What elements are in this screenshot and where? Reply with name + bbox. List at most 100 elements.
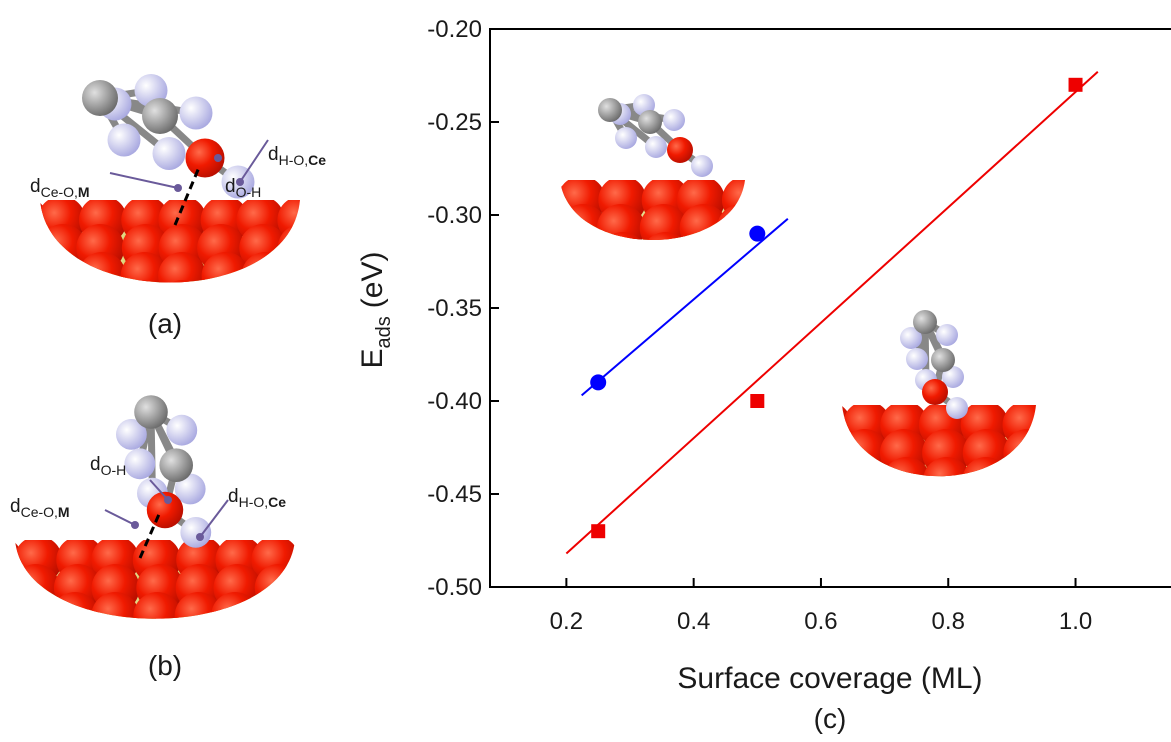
y-tick-label: -0.40: [427, 388, 482, 415]
x-tick-label: 0.6: [804, 608, 837, 635]
atom-ce: [195, 640, 239, 684]
atom-ce: [542, 252, 586, 296]
x-tick-label: 0.4: [677, 608, 710, 635]
atom-ce: [741, 280, 785, 324]
atom-o: [561, 260, 609, 308]
x-tick-label: 0.2: [550, 608, 583, 635]
y-tick-label: -0.50: [427, 574, 482, 601]
atom-o: [40, 252, 86, 283]
atom-ce: [825, 505, 869, 549]
atom-o: [560, 204, 568, 240]
atom-o: [0, 620, 22, 668]
atom-o: [560, 232, 566, 240]
atom-h: [180, 517, 212, 548]
atom-o: [1003, 429, 1036, 477]
y-tick-label: -0.20: [427, 16, 482, 43]
point: [750, 394, 765, 408]
annotation: dH-O,Ce: [228, 486, 286, 510]
atom-o: [214, 620, 262, 668]
atom-ce: [274, 612, 295, 619]
atom-ce: [660, 252, 704, 296]
panel-label: (a): [148, 308, 182, 339]
atom-o: [201, 252, 250, 283]
atom-ce: [1063, 421, 1107, 465]
annotation-sub-bold: M: [58, 504, 70, 520]
atom-o: [842, 429, 850, 477]
atom-h: [152, 137, 186, 170]
atom-h: [174, 473, 206, 505]
annotation: dCe-O,M: [30, 176, 90, 200]
annotation-sub-bold: M: [78, 184, 90, 200]
atom-ce: [301, 300, 345, 344]
atom-h: [900, 327, 922, 349]
annotation-main: d: [225, 176, 236, 197]
atom-ce: [318, 640, 362, 684]
atom-ce: [236, 612, 281, 619]
atom-ce: [1063, 505, 1107, 549]
leader-dot: [131, 521, 139, 529]
atom-ce: [235, 640, 279, 684]
atom-h: [115, 419, 147, 450]
atom-o: [40, 200, 48, 244]
atom-ce: [22, 300, 66, 344]
atom-o: [721, 180, 745, 224]
atom-o: [521, 260, 569, 308]
atom-ce: [1024, 505, 1068, 549]
atom-ce: [944, 505, 988, 549]
atom-o: [560, 180, 566, 224]
annotation-sub: O-H: [101, 462, 127, 478]
plot: -0.50 -0.45 -0.40 -0.35 -0.30 -0.25 -0.20 0.2 0.…: [356, 16, 1171, 734]
annotation-main: d: [268, 144, 279, 165]
leader-dot: [174, 184, 182, 192]
atom-ce: [317, 612, 361, 656]
distance: [138, 511, 162, 559]
atom-c: [913, 310, 937, 334]
atom-ce: [902, 505, 946, 549]
atom-c: [638, 110, 662, 134]
atom-o: [881, 485, 929, 533]
annotation-main: d: [90, 454, 101, 475]
atom-o: [237, 280, 286, 283]
point: [590, 374, 607, 391]
annotation-main: d: [228, 486, 239, 507]
atom-ce: [543, 280, 587, 324]
atom-ce: [864, 477, 908, 521]
atom-o: [678, 260, 726, 308]
annotation: dO-H: [90, 454, 126, 478]
atom-ce: [259, 272, 300, 283]
atom-o: [679, 204, 728, 240]
atom-o: [678, 232, 727, 240]
atom-o: [801, 485, 849, 533]
surface: [521, 180, 785, 324]
atom-o: [277, 224, 300, 272]
atom-h: [946, 397, 968, 419]
atom-ce: [40, 272, 64, 283]
atom-o: [963, 485, 1011, 533]
annotation-sub-bold: Ce: [268, 494, 286, 510]
atom-ce: [315, 556, 359, 600]
atom-ce: [982, 505, 1026, 549]
atom-o: [1043, 401, 1091, 449]
annotation-sub: H-O,: [239, 494, 269, 510]
atom-ce: [40, 244, 67, 283]
atom-ce: [60, 272, 105, 283]
leader: [109, 172, 179, 189]
atom-o: [199, 280, 248, 283]
panel-label: (b): [148, 650, 182, 681]
atom-o: [15, 540, 23, 584]
atom-o: [254, 620, 302, 668]
annotation-sub-bold: Ce: [308, 152, 326, 168]
atom-o: [922, 457, 971, 477]
atom-ce: [218, 272, 263, 283]
atom-h: [942, 366, 964, 388]
atom-o: [639, 204, 688, 240]
atom-ce: [0, 640, 38, 684]
atom-ce: [301, 272, 345, 316]
surface: [801, 401, 1107, 549]
atom-ce: [842, 449, 865, 477]
atom-o: [77, 280, 126, 283]
y-tick-label: -0.45: [427, 481, 482, 508]
atom-ce: [861, 505, 905, 549]
annotation-sub: Ce-O,: [41, 184, 78, 200]
